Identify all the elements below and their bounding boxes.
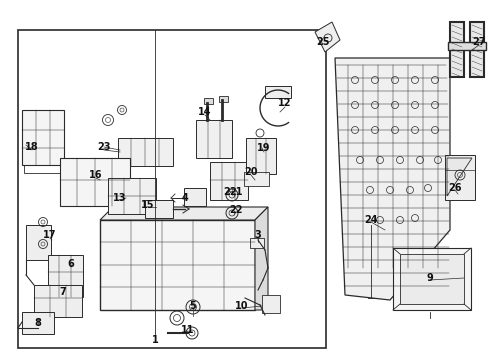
Text: 15: 15 <box>141 200 154 210</box>
Text: 12: 12 <box>278 98 291 108</box>
Bar <box>244 172 268 186</box>
Text: 4: 4 <box>181 193 188 203</box>
Polygon shape <box>314 22 339 52</box>
Text: 22: 22 <box>229 205 242 215</box>
Text: 27: 27 <box>471 37 485 47</box>
Text: 17: 17 <box>43 230 57 240</box>
Bar <box>264 86 290 98</box>
Bar <box>245 138 275 174</box>
Polygon shape <box>254 207 267 310</box>
Bar <box>26 225 51 260</box>
Text: 6: 6 <box>67 259 74 269</box>
Text: 5: 5 <box>189 301 196 311</box>
Polygon shape <box>444 155 474 200</box>
Bar <box>203 98 213 104</box>
Bar <box>24 165 62 173</box>
Polygon shape <box>100 207 267 220</box>
Bar <box>196 120 231 158</box>
Text: 11: 11 <box>181 325 194 335</box>
Bar <box>447 42 485 50</box>
Bar <box>449 22 463 77</box>
Bar <box>392 248 470 310</box>
Text: 7: 7 <box>60 287 66 297</box>
Bar <box>469 22 483 77</box>
Text: 23: 23 <box>97 142 110 152</box>
Bar <box>34 285 82 317</box>
Bar <box>108 178 156 214</box>
Bar <box>399 254 463 304</box>
Text: 3: 3 <box>254 230 261 240</box>
Text: 2: 2 <box>223 187 230 197</box>
Text: 9: 9 <box>426 273 432 283</box>
Bar <box>60 158 130 206</box>
Text: 13: 13 <box>113 193 126 203</box>
Bar <box>219 96 227 102</box>
Bar <box>18 30 325 348</box>
Text: 19: 19 <box>257 143 270 153</box>
Bar <box>145 200 173 218</box>
Bar <box>118 138 173 166</box>
Bar <box>48 255 83 297</box>
Text: 16: 16 <box>89 170 102 180</box>
Bar <box>183 188 205 206</box>
Text: 26: 26 <box>447 183 461 193</box>
Text: 21: 21 <box>229 187 242 197</box>
Bar <box>249 238 264 248</box>
Polygon shape <box>446 158 471 196</box>
Text: 14: 14 <box>198 107 211 117</box>
Bar <box>22 312 54 334</box>
Text: 1: 1 <box>151 335 158 345</box>
Text: 20: 20 <box>244 167 257 177</box>
Bar <box>22 110 64 165</box>
Text: 18: 18 <box>25 142 39 152</box>
Bar <box>209 162 247 200</box>
Bar <box>262 295 280 313</box>
Text: 10: 10 <box>235 301 248 311</box>
Text: 24: 24 <box>364 215 377 225</box>
Text: 25: 25 <box>316 37 329 47</box>
Text: 8: 8 <box>35 318 41 328</box>
Polygon shape <box>334 58 449 300</box>
Bar <box>100 220 254 310</box>
